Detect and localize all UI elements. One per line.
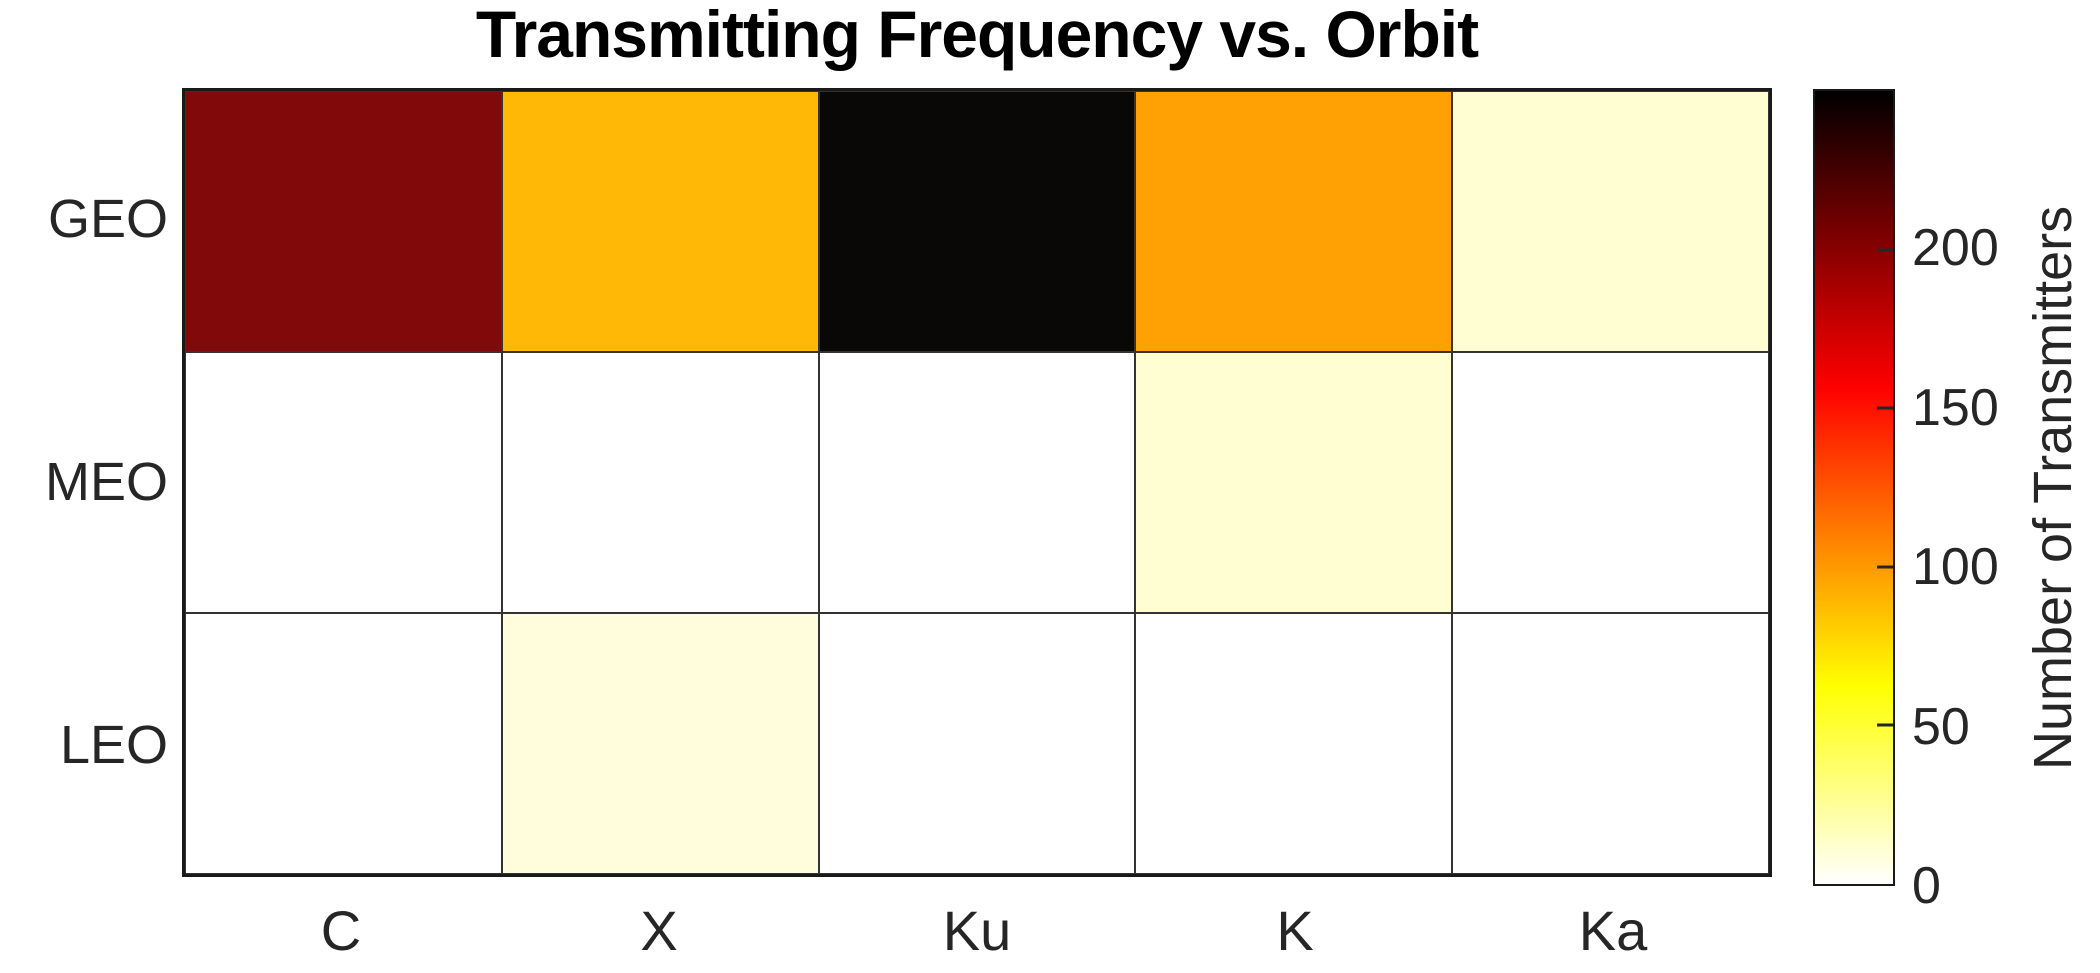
colorbar-tick-label-150: 150 xyxy=(1912,378,1999,437)
x-axis-label-Ka: Ka xyxy=(1578,899,1648,962)
heatmap-grid xyxy=(182,88,1772,877)
colorbar-axis-label: Number of Transmitters xyxy=(2023,205,2083,770)
x-axis-label-X: X xyxy=(640,899,678,962)
x-axis-label-C: C xyxy=(320,899,362,962)
colorbar-tick-mark-100 xyxy=(1877,565,1893,569)
y-axis-label-GEO: GEO xyxy=(47,188,168,249)
heatmap-cell-GEO-Ku xyxy=(818,91,1136,352)
heatmap-cell-LEO-Ku xyxy=(818,613,1136,874)
heatmap-cell-LEO-X xyxy=(501,613,819,874)
colorbar xyxy=(1813,89,1895,886)
colorbar-tick-label-50: 50 xyxy=(1912,697,1970,756)
heatmap-cell-MEO-Ka xyxy=(1452,352,1769,613)
heatmap-cell-GEO-X xyxy=(501,91,819,352)
colorbar-tick-mark-50 xyxy=(1877,723,1893,727)
heatmap-cell-GEO-Ka xyxy=(1452,91,1769,352)
colorbar-tick-label-0: 0 xyxy=(1912,857,1941,915)
colorbar-tick-mark-200 xyxy=(1877,248,1893,252)
heatmap-cell-MEO-X xyxy=(501,352,819,613)
heatmap-cell-GEO-C xyxy=(185,91,502,352)
heatmap-cell-LEO-C xyxy=(185,613,502,874)
y-axis-label-LEO: LEO xyxy=(59,714,168,775)
colorbar-tick-mark-150 xyxy=(1877,406,1893,410)
colorbar-tick-label-200: 200 xyxy=(1912,219,1999,278)
heatmap-cell-MEO-Ku xyxy=(818,352,1136,613)
heatmap-cell-GEO-K xyxy=(1135,91,1453,352)
heatmap-cell-MEO-K xyxy=(1135,352,1453,613)
x-axis-label-K: K xyxy=(1276,899,1314,962)
x-axis-label-Ku: Ku xyxy=(942,899,1012,962)
heatmap-cell-LEO-K xyxy=(1135,613,1453,874)
y-axis-label-MEO: MEO xyxy=(44,451,168,512)
heatmap-cell-LEO-Ka xyxy=(1452,613,1769,874)
colorbar-tick-label-100: 100 xyxy=(1912,538,1999,597)
heatmap-cell-MEO-C xyxy=(185,352,502,613)
chart-title: Transmitting Frequency vs. Orbit xyxy=(475,0,1479,71)
